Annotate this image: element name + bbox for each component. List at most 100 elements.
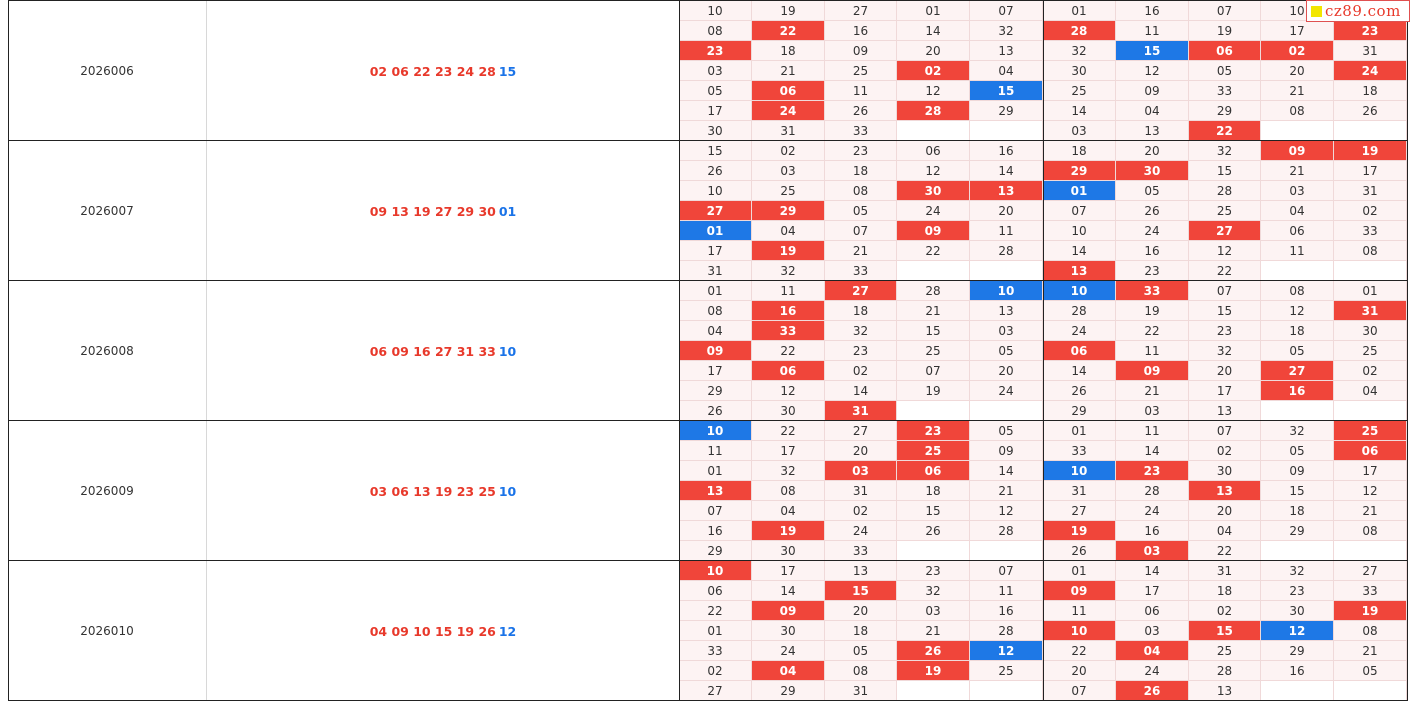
matrix-cell	[1261, 261, 1334, 281]
matrix-cell: 29	[1261, 641, 1334, 661]
matrix-cell: 21	[1261, 161, 1334, 181]
red-balls: 06 09 16 27 31 33	[369, 343, 496, 359]
matrix-cell: 12	[1116, 61, 1189, 81]
matrix-cell: 15	[679, 141, 752, 161]
hit-red-cell: 15	[1189, 621, 1261, 641]
hit-red-cell: 25	[1334, 421, 1407, 441]
hit-red-cell: 09	[679, 341, 752, 361]
matrix-cell: 04	[1261, 201, 1334, 221]
matrix-cell: 30	[752, 541, 825, 561]
table-right-border	[1407, 0, 1408, 701]
blue-ball: 10	[498, 343, 517, 359]
matrix-cell: 27	[825, 1, 897, 21]
matrix-cell: 16	[1116, 241, 1189, 261]
matrix-cell: 14	[825, 381, 897, 401]
hit-red-cell: 24	[1334, 61, 1407, 81]
hit-red-cell: 27	[1189, 221, 1261, 241]
matrix-cell: 28	[970, 241, 1043, 261]
matrix-cell	[1334, 681, 1407, 701]
matrix-cell: 26	[679, 161, 752, 181]
matrix-cell: 14	[1043, 101, 1116, 121]
matrix-cell: 11	[1116, 341, 1189, 361]
matrix-cell: 08	[1334, 241, 1407, 261]
matrix-cell: 26	[825, 101, 897, 121]
matrix-cell: 17	[1334, 161, 1407, 181]
matrix-cell: 13	[1116, 121, 1189, 141]
matrix-cell	[1334, 261, 1407, 281]
matrix-cell: 33	[1189, 81, 1261, 101]
matrix-cell: 29	[1261, 521, 1334, 541]
matrix-cell: 11	[1261, 241, 1334, 261]
hit-red-cell: 30	[897, 181, 970, 201]
hit-red-cell: 06	[1043, 341, 1116, 361]
matrix-cell: 26	[1116, 201, 1189, 221]
matrix-cell: 08	[1334, 621, 1407, 641]
matrix-cell: 29	[1043, 401, 1116, 421]
matrix-cell: 19	[1189, 21, 1261, 41]
row-divider	[8, 700, 1408, 701]
matrix-cell: 12	[752, 381, 825, 401]
site-watermark[interactable]: cz89.com	[1306, 0, 1410, 22]
matrix-cell: 04	[679, 321, 752, 341]
matrix-cell: 16	[1261, 661, 1334, 681]
matrix-cell: 05	[679, 81, 752, 101]
matrix-cell: 21	[825, 241, 897, 261]
matrix-cell: 07	[970, 561, 1043, 581]
matrix-cell: 19	[752, 1, 825, 21]
matrix-cell: 18	[825, 301, 897, 321]
matrix-cell: 24	[1116, 221, 1189, 241]
matrix-cell: 29	[679, 381, 752, 401]
hit-blue-cell: 01	[679, 221, 752, 241]
hit-blue-cell: 10	[1043, 281, 1116, 301]
matrix-cell: 02	[825, 501, 897, 521]
matrix-cell: 01	[679, 281, 752, 301]
matrix-cell: 25	[1334, 341, 1407, 361]
matrix-cell: 04	[752, 501, 825, 521]
matrix-cell: 20	[825, 601, 897, 621]
row-divider	[8, 140, 1408, 141]
hit-red-cell: 06	[752, 361, 825, 381]
matrix-cell: 28	[1116, 481, 1189, 501]
matrix-cell: 12	[897, 161, 970, 181]
matrix-cell: 10	[1043, 221, 1116, 241]
matrix-cell: 02	[1189, 601, 1261, 621]
matrix-cell: 14	[970, 161, 1043, 181]
matrix-cell: 05	[1334, 661, 1407, 681]
matrix-cell: 09	[1116, 81, 1189, 101]
matrix-cell: 22	[1116, 321, 1189, 341]
matrix-cell: 08	[752, 481, 825, 501]
hit-red-cell: 04	[1116, 641, 1189, 661]
hit-blue-cell: 12	[970, 641, 1043, 661]
matrix-cell	[1261, 681, 1334, 701]
matrix-cell: 31	[825, 481, 897, 501]
matrix-cell: 23	[1261, 581, 1334, 601]
hit-red-cell: 22	[752, 21, 825, 41]
hit-red-cell: 06	[897, 461, 970, 481]
matrix-cell: 25	[970, 661, 1043, 681]
matrix-cell: 08	[679, 21, 752, 41]
issue-number: 2026009	[8, 421, 207, 561]
matrix-cell: 16	[970, 601, 1043, 621]
matrix-cell: 25	[1189, 201, 1261, 221]
matrix-cell: 31	[1043, 481, 1116, 501]
hit-red-cell: 02	[1261, 41, 1334, 61]
matrix-cell: 02	[1334, 361, 1407, 381]
hit-red-cell: 16	[752, 301, 825, 321]
blue-ball: 12	[498, 623, 517, 639]
matrix-cell: 21	[897, 621, 970, 641]
matrix-cell: 28	[897, 281, 970, 301]
matrix-cell: 15	[897, 501, 970, 521]
matrix-cell: 33	[1334, 581, 1407, 601]
matrix-cell: 18	[897, 481, 970, 501]
matrix-cell: 05	[825, 201, 897, 221]
row-divider	[8, 280, 1408, 281]
matrix-cell	[970, 121, 1043, 141]
matrix-cell: 14	[970, 461, 1043, 481]
matrix-cell: 13	[970, 301, 1043, 321]
matrix-cell: 20	[825, 441, 897, 461]
matrix-cell: 12	[1189, 241, 1261, 261]
matrix-cell: 30	[1334, 321, 1407, 341]
matrix-cell: 01	[679, 461, 752, 481]
matrix-cell: 17	[679, 361, 752, 381]
matrix-cell: 04	[1334, 381, 1407, 401]
